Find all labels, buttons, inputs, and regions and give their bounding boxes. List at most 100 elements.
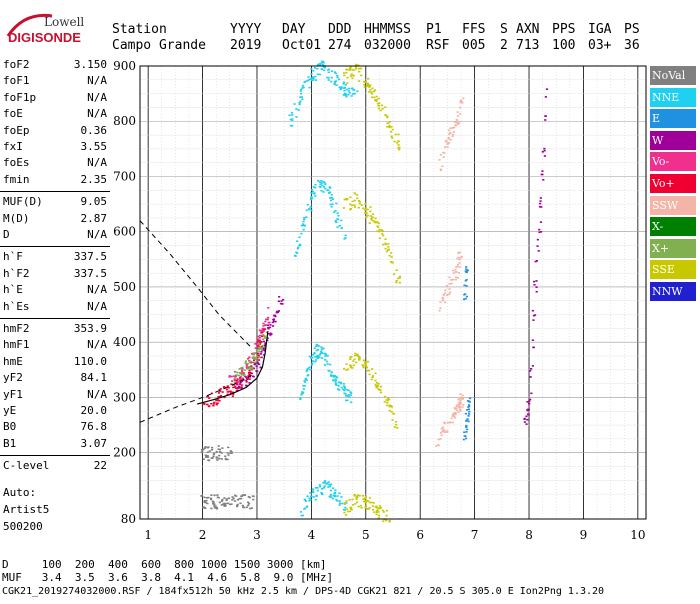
data-point-sse <box>357 206 360 209</box>
legend-item-x: X- <box>650 217 696 237</box>
data-point-nne <box>337 385 340 387</box>
data-point-w <box>266 337 269 339</box>
data-point-w <box>539 221 543 223</box>
data-point-e <box>465 420 468 422</box>
data-point-sse <box>364 212 367 214</box>
data-point-sse <box>381 230 384 232</box>
data-point-sse <box>382 520 385 523</box>
data-point-w <box>237 385 241 388</box>
data-point-vo <box>240 386 243 388</box>
data-point-noval <box>243 494 246 496</box>
data-point-ssw <box>455 118 458 121</box>
data-point-nne <box>347 87 350 90</box>
data-point-w <box>281 303 284 305</box>
data-point-ssw <box>459 402 463 405</box>
y-tick-label: 900 <box>113 59 136 73</box>
data-point-nne <box>321 184 324 187</box>
header-value-11: 36 <box>624 38 640 53</box>
header-value-8: 713 <box>516 38 540 53</box>
data-point-ssw <box>439 154 442 156</box>
data-point-ssw <box>444 140 448 143</box>
data-point-noval <box>207 496 210 499</box>
data-point-sse <box>345 71 348 74</box>
data-point-e <box>462 438 465 441</box>
data-point-sse <box>379 109 382 112</box>
data-point-nne <box>350 95 353 97</box>
data-point-x <box>263 346 267 348</box>
data-point-vo <box>215 399 218 402</box>
data-point-ssw <box>451 415 454 418</box>
data-point-nne <box>313 192 316 194</box>
data-point-nne <box>319 183 322 186</box>
data-point-nne <box>325 360 329 363</box>
data-point-nne <box>331 70 334 73</box>
y-tick-label: 300 <box>113 390 136 404</box>
data-point-w <box>267 326 270 329</box>
data-point-vo <box>230 383 233 386</box>
data-point-sse <box>374 384 377 386</box>
data-point-ssw <box>457 272 460 274</box>
data-point-sse <box>357 355 360 358</box>
logo-swoosh-icon <box>6 13 53 37</box>
data-point-w <box>256 361 259 363</box>
data-point-sse <box>364 495 368 498</box>
data-point-e <box>467 408 470 411</box>
data-point-sse <box>358 200 361 203</box>
data-point-nne <box>312 491 315 494</box>
data-point-nne <box>322 186 326 188</box>
data-point-nne <box>302 388 305 390</box>
data-point-nne <box>323 181 326 184</box>
data-point-sse <box>381 233 384 235</box>
data-point-noval <box>205 499 208 502</box>
data-point-nne <box>334 489 337 491</box>
data-point-sse <box>365 499 368 502</box>
data-point-vo <box>226 385 229 387</box>
data-point-x <box>249 360 252 362</box>
data-point-noval <box>215 457 218 459</box>
data-point-e <box>466 409 469 411</box>
data-point-nne <box>329 483 333 486</box>
data-point-noval <box>202 448 205 451</box>
data-point-vo <box>241 370 244 373</box>
data-point-w <box>264 343 267 345</box>
data-point-nne <box>344 393 347 395</box>
data-point-nne <box>306 367 309 370</box>
data-point-nne <box>334 378 337 380</box>
data-point-sse <box>372 90 376 93</box>
param-name: M(D) <box>3 211 30 225</box>
data-point-vo <box>235 383 239 386</box>
data-point-ssw <box>447 137 450 139</box>
data-point-nne <box>326 354 329 357</box>
data-point-sse <box>366 369 369 372</box>
param-value: 337.5 <box>73 266 107 280</box>
data-point-nne <box>323 480 326 483</box>
x-tick-label: 9 <box>580 528 588 542</box>
data-point-vo <box>257 335 260 338</box>
param-row: foF1 N/A <box>0 74 110 90</box>
data-point-w <box>541 170 544 172</box>
data-point-sse <box>345 508 349 511</box>
data-point-w <box>538 202 542 205</box>
header-label-11: PS <box>624 22 640 37</box>
data-point-vo <box>232 375 235 377</box>
data-point-vo <box>233 379 236 382</box>
data-point-sse <box>354 68 358 70</box>
data-point-vo <box>228 390 231 393</box>
data-point-sse <box>388 124 391 127</box>
data-point-vo <box>212 404 215 407</box>
data-point-ssw <box>445 294 449 297</box>
data-point-nne <box>342 82 345 85</box>
data-point-sse <box>346 198 349 200</box>
data-point-sse <box>344 514 348 516</box>
data-point-w <box>263 344 266 347</box>
data-point-noval <box>220 452 223 454</box>
data-point-sse <box>375 381 379 384</box>
data-point-sse <box>355 63 358 66</box>
data-point-nne <box>309 206 312 208</box>
data-point-nne <box>319 485 322 488</box>
data-point-sse <box>386 399 389 402</box>
data-point-ssw <box>456 111 459 113</box>
data-point-vo <box>221 391 224 393</box>
data-point-noval <box>200 495 203 497</box>
data-point-nne <box>345 95 348 98</box>
